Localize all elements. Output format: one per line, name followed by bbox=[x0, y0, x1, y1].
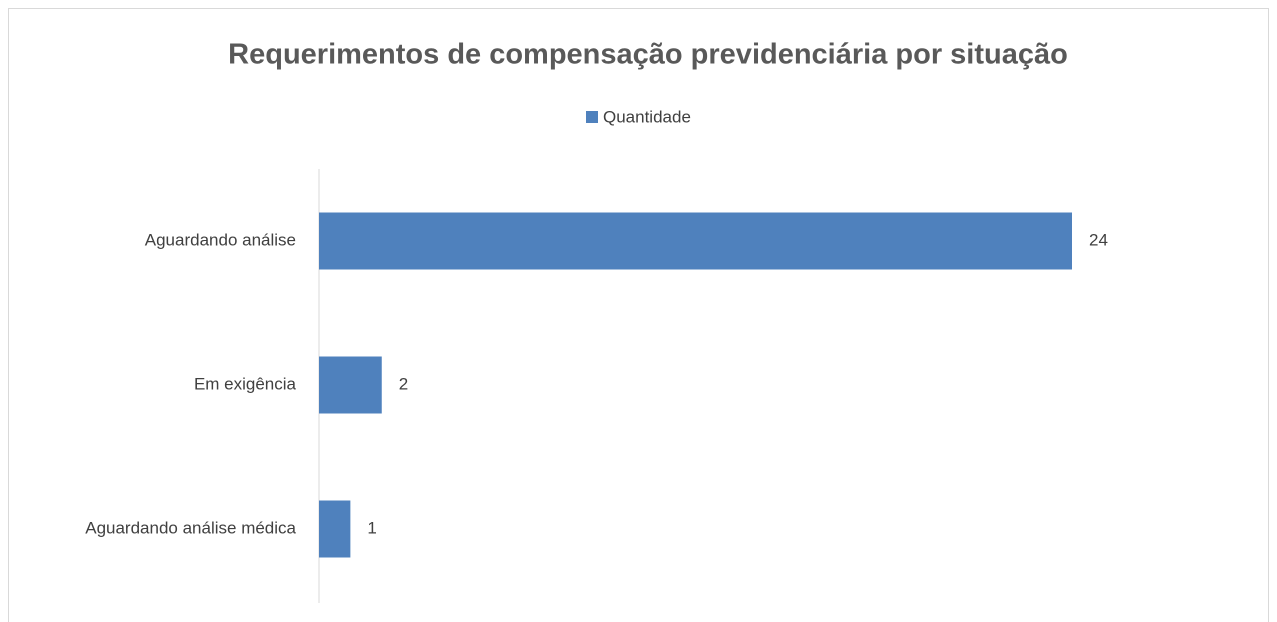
data-label: 2 bbox=[399, 374, 408, 393]
bar bbox=[319, 356, 382, 414]
y-tick-label: Em exigência bbox=[194, 374, 297, 393]
legend-swatch bbox=[586, 111, 598, 123]
data-label: 24 bbox=[1089, 230, 1108, 249]
legend-label: Quantidade bbox=[603, 107, 691, 126]
y-tick-label: Aguardando análise bbox=[145, 230, 296, 249]
chart-title: Requerimentos de compensação previdenciá… bbox=[228, 39, 1068, 71]
bar bbox=[319, 500, 351, 558]
chart-frame bbox=[8, 8, 1269, 622]
data-label: 1 bbox=[367, 518, 376, 537]
bar bbox=[319, 212, 1072, 270]
y-tick-label: Aguardando análise médica bbox=[85, 518, 296, 537]
